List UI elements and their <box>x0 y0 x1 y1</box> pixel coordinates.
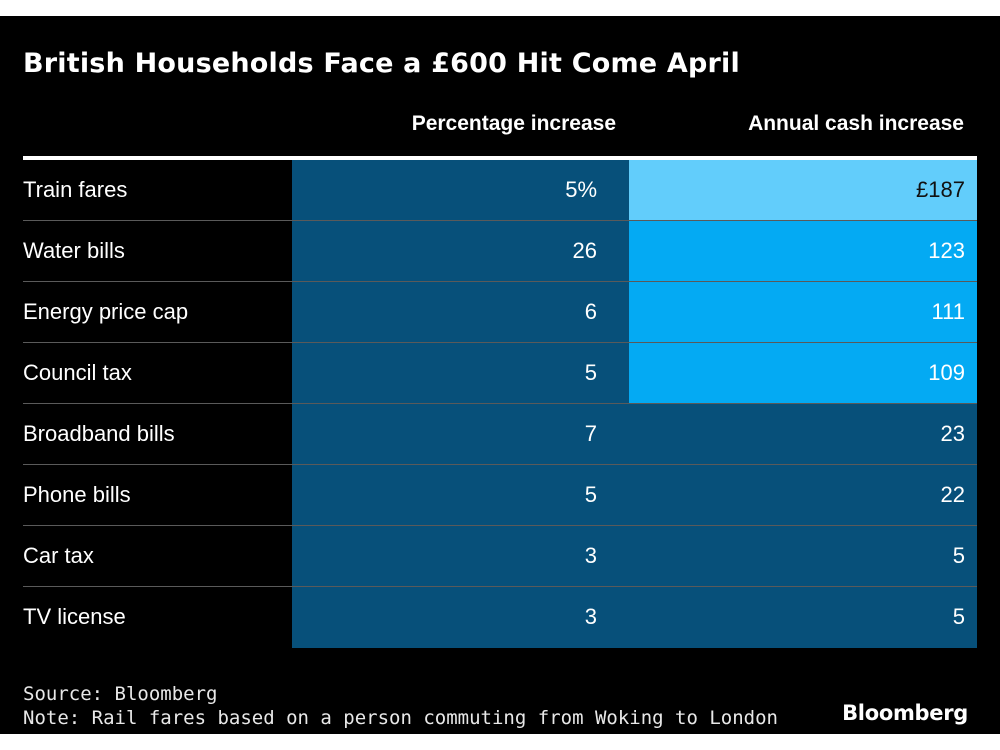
cash-cell: 22 <box>629 465 977 525</box>
cash-cell: 123 <box>629 221 977 281</box>
percentage-cell: 5 <box>292 343 629 403</box>
table-row: Broadband bills 7 23 <box>23 404 977 465</box>
chart-title: British Households Face a £600 Hit Come … <box>23 48 740 79</box>
table-row: Train fares 5% £187 <box>23 160 977 221</box>
table-row: Energy price cap 6 111 <box>23 282 977 343</box>
row-label: Council tax <box>23 343 292 403</box>
row-label: Broadband bills <box>23 404 292 464</box>
row-label: TV license <box>23 587 292 648</box>
column-header-cash: Annual cash increase <box>748 112 964 135</box>
percentage-cell: 3 <box>292 587 629 648</box>
cash-cell: 5 <box>629 587 977 648</box>
row-label: Energy price cap <box>23 282 292 342</box>
table-body: Train fares 5% £187 Water bills 26 123 Energy … <box>23 160 977 648</box>
cash-cell: 109 <box>629 343 977 403</box>
table-row: Phone bills 5 22 <box>23 465 977 526</box>
table-row: TV license 3 5 <box>23 587 977 648</box>
row-label: Water bills <box>23 221 292 281</box>
percentage-cell: 26 <box>292 221 629 281</box>
cash-cell: 111 <box>629 282 977 342</box>
table-row: Car tax 3 5 <box>23 526 977 587</box>
chart-panel: British Households Face a £600 Hit Come … <box>0 16 1000 734</box>
row-label: Phone bills <box>23 465 292 525</box>
source-note: Source: Bloomberg <box>23 683 218 705</box>
row-label: Car tax <box>23 526 292 586</box>
table-row: Water bills 26 123 <box>23 221 977 282</box>
table-row: Council tax 5 109 <box>23 343 977 404</box>
cash-cell: 23 <box>629 404 977 464</box>
percentage-cell: 7 <box>292 404 629 464</box>
percentage-cell: 5 <box>292 465 629 525</box>
header-divider <box>23 156 977 160</box>
column-header-percentage: Percentage increase <box>411 112 616 135</box>
percentage-cell: 6 <box>292 282 629 342</box>
bloomberg-logo: Bloomberg <box>842 701 968 725</box>
footnote: Note: Rail fares based on a person commu… <box>23 707 778 729</box>
percentage-cell: 3 <box>292 526 629 586</box>
row-label: Train fares <box>23 160 292 220</box>
cash-cell: £187 <box>629 160 977 220</box>
percentage-cell: 5% <box>292 160 629 220</box>
cash-cell: 5 <box>629 526 977 586</box>
